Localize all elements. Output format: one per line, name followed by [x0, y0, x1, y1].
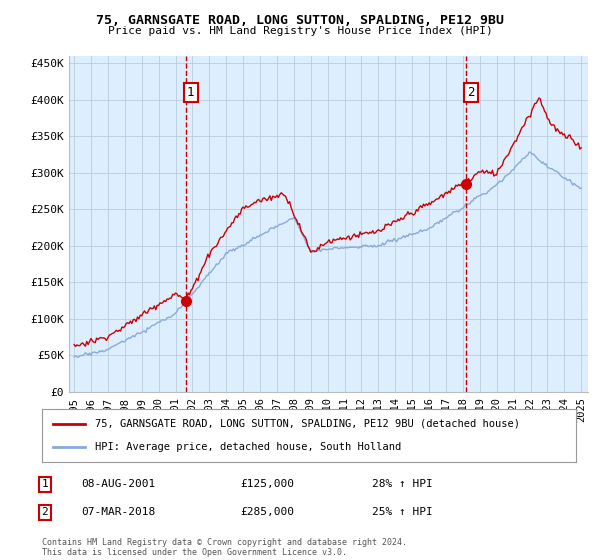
Text: HPI: Average price, detached house, South Holland: HPI: Average price, detached house, Sout…: [95, 442, 401, 452]
Text: 2: 2: [41, 507, 49, 517]
Text: 07-MAR-2018: 07-MAR-2018: [81, 507, 155, 517]
Text: £125,000: £125,000: [240, 479, 294, 489]
Text: 28% ↑ HPI: 28% ↑ HPI: [372, 479, 433, 489]
Text: 75, GARNSGATE ROAD, LONG SUTTON, SPALDING, PE12 9BU (detached house): 75, GARNSGATE ROAD, LONG SUTTON, SPALDIN…: [95, 419, 520, 429]
Text: 08-AUG-2001: 08-AUG-2001: [81, 479, 155, 489]
Text: 2: 2: [467, 86, 475, 99]
Text: Contains HM Land Registry data © Crown copyright and database right 2024.
This d: Contains HM Land Registry data © Crown c…: [42, 538, 407, 557]
Text: Price paid vs. HM Land Registry's House Price Index (HPI): Price paid vs. HM Land Registry's House …: [107, 26, 493, 36]
Text: £285,000: £285,000: [240, 507, 294, 517]
Text: 1: 1: [187, 86, 194, 99]
Text: 25% ↑ HPI: 25% ↑ HPI: [372, 507, 433, 517]
Text: 1: 1: [41, 479, 49, 489]
Text: 75, GARNSGATE ROAD, LONG SUTTON, SPALDING, PE12 9BU: 75, GARNSGATE ROAD, LONG SUTTON, SPALDIN…: [96, 14, 504, 27]
